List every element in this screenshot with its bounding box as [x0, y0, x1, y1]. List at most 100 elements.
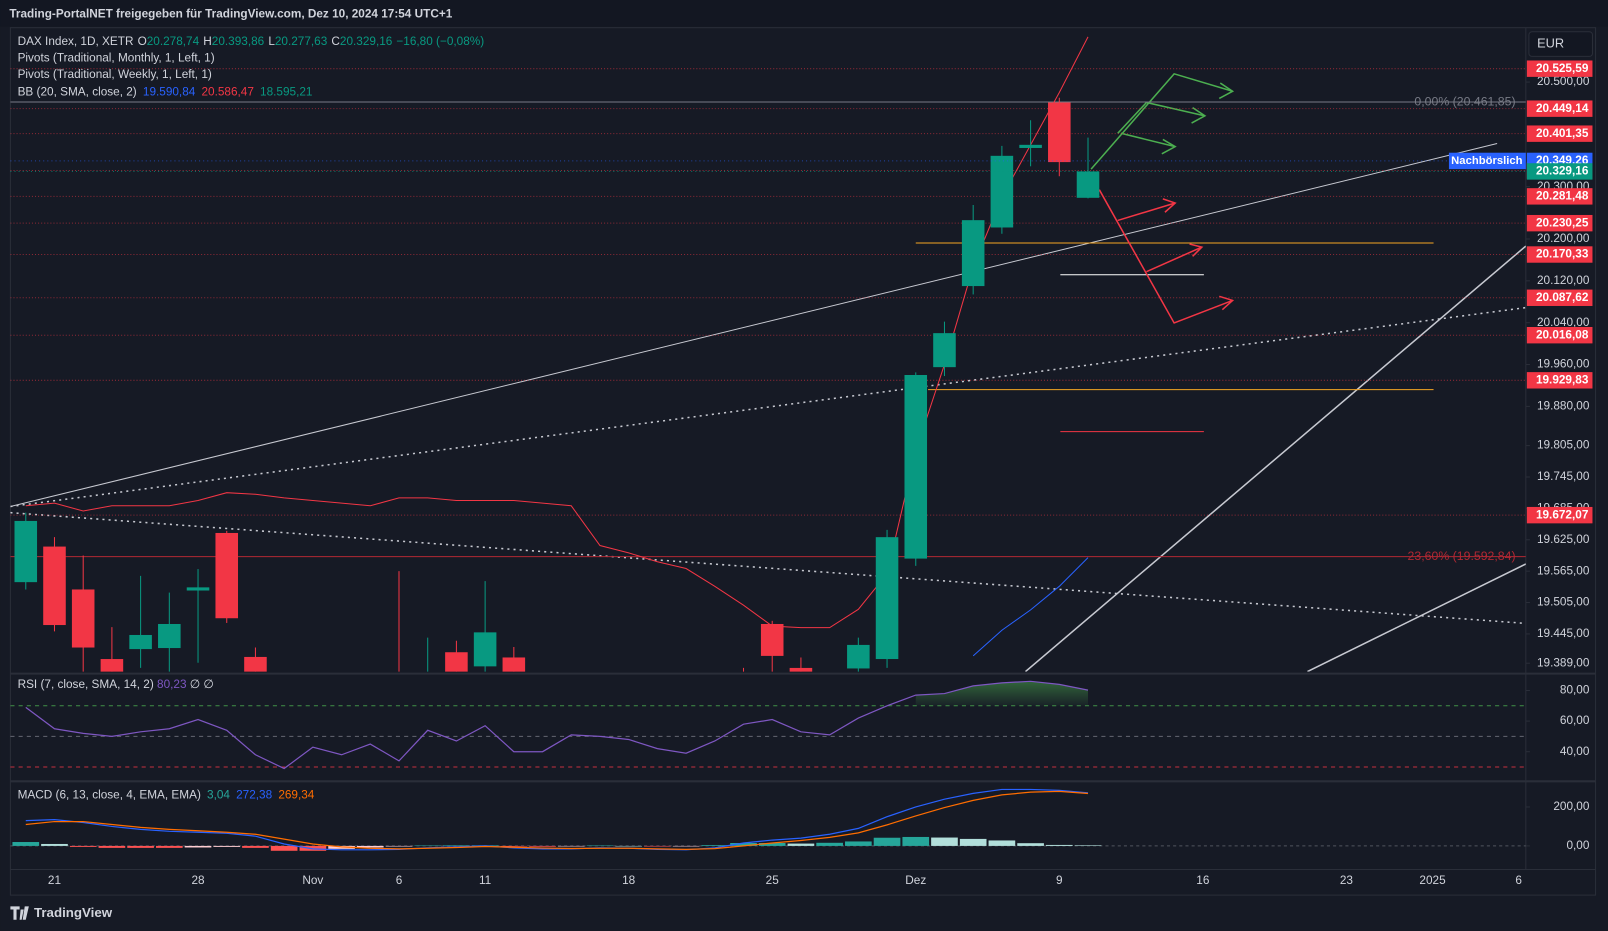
x-tick-label: 16 — [1196, 874, 1210, 887]
macd-tick-label: 0,00 — [1566, 839, 1589, 852]
fib-label: 23,60% (19.592,84) — [1408, 549, 1516, 563]
macd-hist-bar — [155, 845, 183, 848]
currency[interactable]: EUR — [1537, 35, 1564, 50]
candle-body — [158, 623, 181, 649]
y-tick-label: 20.200,00 — [1537, 232, 1590, 245]
x-tick-label: Nov — [302, 874, 323, 887]
pivot-label-bg — [1526, 326, 1593, 344]
arrow-path — [1098, 189, 1233, 324]
ohlc-value: 20.329,16 — [340, 35, 393, 48]
ohlc-key: L — [268, 35, 275, 48]
pivot-label-bg — [1526, 506, 1593, 524]
candle-body — [1076, 171, 1100, 198]
macd-hist-bar — [615, 845, 642, 847]
candle-body — [1019, 144, 1042, 148]
y-tick-label: 19.960,00 — [1537, 358, 1590, 371]
macd-hist-bar — [988, 840, 1016, 846]
legend-bb: BB (20, SMA, close, 2) 19.590,84 20.586,47… — [18, 85, 313, 98]
last-price-label: 20.329,16 — [1536, 165, 1589, 178]
rsi-line — [25, 680, 1089, 770]
macd-hist-bar — [184, 845, 212, 848]
macd-hist-bar — [69, 845, 97, 847]
arrow-path — [1120, 132, 1176, 148]
rsi-tick-label: 40,00 — [1560, 745, 1590, 758]
arrow-head — [1219, 295, 1235, 311]
candle-body — [1048, 102, 1071, 163]
ohlc-key: H — [203, 35, 212, 48]
candle-body — [14, 520, 38, 583]
last-price-bg — [1526, 163, 1593, 180]
trend-line-dotted — [10, 511, 1526, 625]
x-tick-label: 18 — [622, 874, 636, 887]
macd-label: MACD (6, 13, close, 4, EMA, EMA) — [18, 789, 201, 802]
rsi-overbought-fill — [915, 681, 1089, 706]
x-tick-label: 6 — [396, 874, 403, 887]
pivot-label: 20.230,25 — [1536, 216, 1589, 229]
candle-body — [760, 623, 784, 656]
x-tick-label: 25 — [766, 874, 780, 887]
bb-value: 18.595,21 — [260, 85, 312, 98]
candle-body — [789, 667, 813, 672]
ohlc-key: O — [138, 35, 147, 48]
pivot-label: 19.672,07 — [1536, 508, 1589, 521]
macd-hist-bar — [12, 842, 40, 846]
y-tick-label: 20.120,00 — [1537, 274, 1590, 287]
bb-value: 20.586,47 — [201, 85, 253, 98]
legend-main: DAX Index, 1D, XETR O20.278,74 H20.393,86 L… — [18, 35, 485, 48]
pivot-label-bg — [1526, 289, 1593, 306]
pivot-label: 20.401,35 — [1536, 127, 1589, 140]
macd-hist-bar — [816, 842, 843, 846]
macd-hist-bar — [1045, 844, 1073, 846]
macd-value: 269,34 — [278, 789, 314, 802]
macd-hist-bar — [959, 838, 987, 846]
arrow-head — [1162, 198, 1177, 213]
channel-line — [1024, 245, 1526, 672]
pivot-label: 20.281,48 — [1536, 189, 1589, 202]
arrow-head — [1218, 82, 1235, 100]
macd-hist-bar — [730, 842, 757, 846]
arrow-head — [1161, 138, 1177, 155]
pivot-label: 20.525,59 — [1536, 62, 1589, 75]
macd-hist-bar — [242, 845, 269, 848]
rsi-extra: ∅ ∅ — [190, 678, 214, 691]
macd-hist-bar — [41, 843, 68, 846]
candle-body — [847, 644, 870, 669]
y-tick-label: 19.745,00 — [1537, 470, 1590, 483]
after-hours-tag: Nachbörslich — [1451, 155, 1522, 167]
candle-body — [186, 587, 210, 591]
y-tick-label: 19.565,00 — [1537, 564, 1590, 577]
currency-button[interactable] — [1528, 31, 1593, 57]
candle-body — [502, 657, 526, 672]
x-tick-label: 2025 — [1419, 874, 1446, 887]
bb-value: 19.590,84 — [143, 85, 196, 98]
pivot-label-bg — [1526, 372, 1593, 389]
macd-tick-label: 200,00 — [1553, 800, 1589, 813]
arrow-head — [1191, 107, 1207, 124]
pivot-label: 20.016,08 — [1536, 328, 1589, 341]
pivot-label-bg — [1526, 214, 1593, 232]
candle-body — [990, 155, 1014, 228]
macd-hist-bar — [902, 836, 930, 846]
x-tick-label: 23 — [1340, 874, 1354, 887]
macd-hist-bar — [443, 845, 470, 846]
y-tick-label: 19.880,00 — [1537, 399, 1590, 412]
ohlc-value: 20.277,63 — [275, 35, 328, 48]
pivot-label-bg — [1526, 246, 1593, 263]
candle-body — [100, 659, 124, 672]
rsi-label: RSI (7, close, SMA, 14, 2) — [18, 678, 154, 691]
candle-body — [215, 532, 239, 619]
macd-hist-bar — [758, 842, 786, 846]
pivot-label: 20.087,62 — [1536, 291, 1589, 304]
legend-pivots: Pivots (Traditional, Monthly, 1, Left, 1… — [18, 52, 215, 65]
ohlc: O20.278,74 H20.393,86 L20.277,63 C20.329,16… — [138, 35, 485, 48]
candle-body — [904, 374, 928, 559]
bb-basis — [972, 557, 1089, 657]
after-hours-tag-bg — [1448, 152, 1526, 170]
rsi-value: 80,23 — [157, 678, 187, 691]
arrow-path — [1090, 72, 1233, 170]
x-tick-label: 28 — [191, 874, 205, 887]
macd-hist-bar — [586, 845, 614, 847]
x-tick-label: Dez — [905, 874, 926, 887]
